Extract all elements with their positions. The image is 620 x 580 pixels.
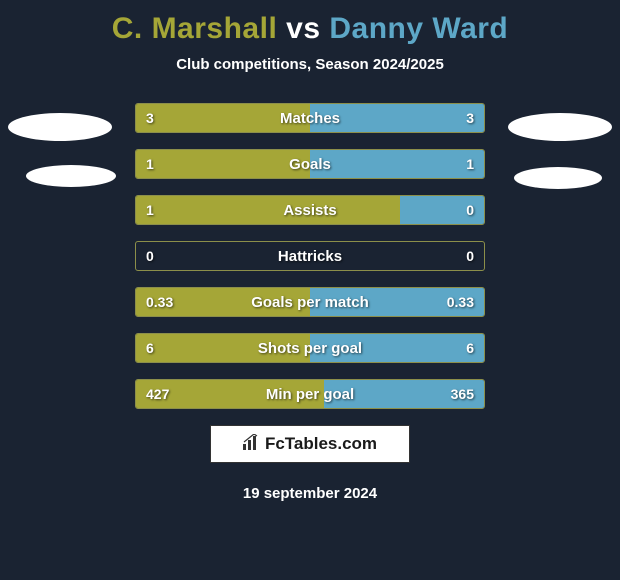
player1-name: C. Marshall — [112, 12, 278, 45]
stat-value-right: 6 — [466, 334, 474, 362]
stat-value-right: 1 — [466, 150, 474, 178]
stat-value-left: 1 — [146, 196, 154, 224]
stat-value-left: 0 — [146, 242, 154, 270]
chart-icon — [243, 434, 261, 455]
stat-row: Hattricks0 0 — [135, 241, 485, 271]
stat-bars-container: Matches33Goals11Assists10Hattricks00Goal… — [135, 103, 485, 409]
stat-value-right: 3 — [466, 104, 474, 132]
stat-value-right: 365 — [451, 380, 474, 408]
decor-ellipse — [508, 113, 612, 141]
watermark-text: FcTables.com — [265, 434, 377, 454]
subtitle: Club competitions, Season 2024/2025 — [0, 56, 620, 73]
stat-value-left: 3 — [146, 104, 154, 132]
date-text: 19 september 2024 — [0, 485, 620, 502]
stat-row: Assists1 0 — [135, 195, 485, 225]
stat-label: Shots per goal — [136, 334, 484, 362]
stat-row: Matches3 3 — [135, 103, 485, 133]
stat-row: Shots per goal6 6 — [135, 333, 485, 363]
stat-label: Matches — [136, 104, 484, 132]
watermark[interactable]: FcTables.com — [210, 425, 410, 463]
stat-value-left: 427 — [146, 380, 169, 408]
stat-row: Min per goal427 365 — [135, 379, 485, 409]
stat-value-right: 0.33 — [447, 288, 474, 316]
stats-area: Matches33Goals11Assists10Hattricks00Goal… — [0, 103, 620, 409]
stat-label: Min per goal — [136, 380, 484, 408]
player2-name: Danny Ward — [329, 12, 508, 45]
stat-value-left: 6 — [146, 334, 154, 362]
comparison-title: C. Marshall vs Danny Ward — [0, 0, 620, 46]
stat-label: Goals — [136, 150, 484, 178]
stat-value-right: 0 — [466, 242, 474, 270]
vs-text: vs — [277, 12, 329, 45]
stat-label: Hattricks — [136, 242, 484, 270]
stat-value-left: 0.33 — [146, 288, 173, 316]
stat-value-right: 0 — [466, 196, 474, 224]
decor-ellipse — [8, 113, 112, 141]
stat-value-left: 1 — [146, 150, 154, 178]
stat-label: Goals per match — [136, 288, 484, 316]
stat-row: Goals1 1 — [135, 149, 485, 179]
decor-ellipse — [26, 165, 116, 187]
stat-row: Goals per match0.33 0.33 — [135, 287, 485, 317]
decor-ellipse — [514, 167, 602, 189]
stat-label: Assists — [136, 196, 484, 224]
